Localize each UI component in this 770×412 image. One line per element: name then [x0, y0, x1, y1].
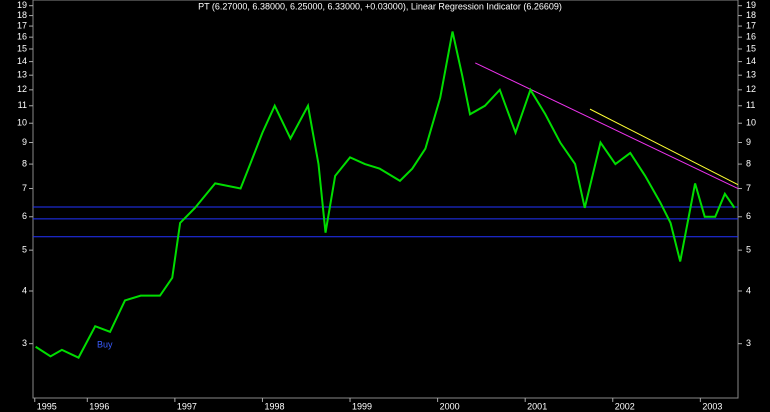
- y-tick-label: 13: [17, 70, 27, 80]
- trend-line: [589, 108, 739, 186]
- x-tick-label: 2001: [527, 401, 547, 411]
- y-tick-label: 14: [17, 56, 27, 66]
- x-tick-label: 1997: [177, 401, 197, 411]
- y2-tick-label: 7: [746, 183, 751, 193]
- y2-tick-label: 13: [746, 70, 756, 80]
- x-tick-label: 2003: [702, 401, 722, 411]
- y-tick-label: 18: [17, 10, 27, 20]
- y-tick-label: 3: [22, 338, 27, 348]
- plot-frame: [32, 0, 739, 399]
- y2-tick-label: 14: [746, 56, 756, 66]
- y2-tick-label: 12: [746, 84, 756, 94]
- x-tick-label: 2002: [615, 401, 635, 411]
- y-tick-label: 17: [17, 20, 27, 30]
- price-line: [35, 31, 736, 359]
- annotation: Buy: [97, 339, 113, 349]
- chart-title: PT (6.27000, 6.38000, 6.25000, 6.33000, …: [198, 1, 562, 11]
- y-tick-label: 16: [17, 32, 27, 42]
- x-tick-label: 1995: [37, 401, 57, 411]
- y2-tick-label: 3: [746, 338, 751, 348]
- y2-tick-label: 18: [746, 10, 756, 20]
- x-tick-label: 1998: [264, 401, 284, 411]
- y2-tick-label: 10: [746, 118, 756, 128]
- y2-tick-label: 5: [746, 245, 751, 255]
- y-tick-label: 12: [17, 84, 27, 94]
- y2-tick-label: 4: [746, 285, 751, 295]
- y-tick-label: 15: [17, 43, 27, 53]
- y2-tick-label: 11: [746, 100, 755, 110]
- y-tick-label: 6: [22, 211, 27, 221]
- y-tick-label: 4: [22, 285, 27, 295]
- y2-tick-label: 6: [746, 211, 751, 221]
- x-tick-label: 1996: [89, 401, 109, 411]
- y-tick-label: 19: [17, 0, 27, 10]
- y-tick-label: 10: [17, 118, 27, 128]
- y2-tick-label: 15: [746, 43, 756, 53]
- y2-tick-label: 17: [746, 20, 756, 30]
- y2-tick-label: 9: [746, 137, 751, 147]
- y-tick-label: 11: [18, 100, 27, 110]
- y2-tick-label: 19: [746, 0, 756, 10]
- y-tick-label: 9: [22, 137, 27, 147]
- y-tick-label: 7: [22, 183, 27, 193]
- x-tick-label: 1999: [352, 401, 372, 411]
- y2-tick-label: 8: [746, 158, 751, 168]
- y-tick-label: 5: [22, 245, 27, 255]
- y-tick-label: 8: [22, 158, 27, 168]
- trend-line: [475, 62, 739, 189]
- x-tick-label: 2000: [440, 401, 460, 411]
- y2-tick-label: 16: [746, 32, 756, 42]
